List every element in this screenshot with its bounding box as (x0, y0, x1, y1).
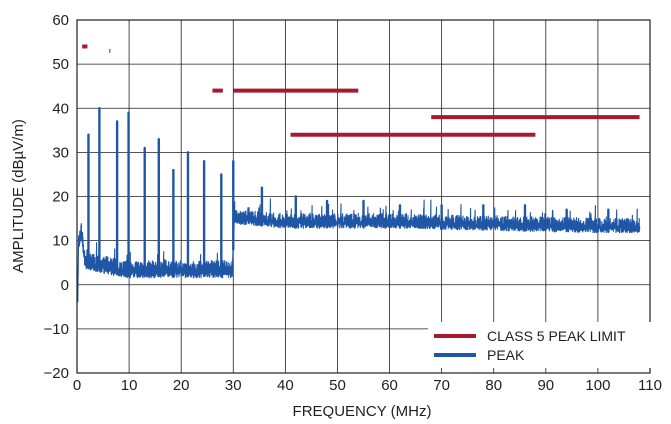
x-tick-label: 60 (381, 377, 398, 394)
x-tick-label: 50 (329, 377, 346, 394)
y-tick-label: 20 (52, 189, 69, 206)
x-tick-label: 20 (173, 377, 190, 394)
peak-series-line (78, 198, 640, 302)
y-tick-label: 50 (52, 56, 69, 73)
y-tick-label: −10 (44, 321, 69, 338)
x-tick-label: 80 (485, 377, 502, 394)
x-tick-label: 90 (537, 377, 554, 394)
x-tick-label: 40 (277, 377, 294, 394)
legend: CLASS 5 PEAK LIMIT PEAK (428, 322, 660, 368)
y-tick-label: 0 (61, 277, 69, 294)
y-tick-label: 10 (52, 233, 69, 250)
x-tick-label: 10 (121, 377, 138, 394)
y-tick-label: 60 (52, 12, 69, 29)
x-tick-label: 70 (433, 377, 450, 394)
y-tick-label: 30 (52, 144, 69, 161)
x-tick-label: 0 (73, 377, 81, 394)
x-tick-label: 110 (638, 377, 662, 394)
y-tick-label: −20 (44, 365, 69, 382)
x-tick-label: 100 (585, 377, 610, 394)
grid (77, 20, 650, 373)
series-layer (82, 46, 639, 275)
legend-label-limit: CLASS 5 PEAK LIMIT (487, 328, 626, 344)
y-axis-title: AMPLITUDE (dBµV/m) (10, 119, 27, 273)
x-axis-title: FREQUENCY (MHz) (293, 403, 432, 420)
legend-label-peak: PEAK (487, 347, 525, 363)
x-tick-label: 30 (225, 377, 242, 394)
y-tick-label: 40 (52, 100, 69, 117)
peak-series-noise (78, 198, 640, 302)
